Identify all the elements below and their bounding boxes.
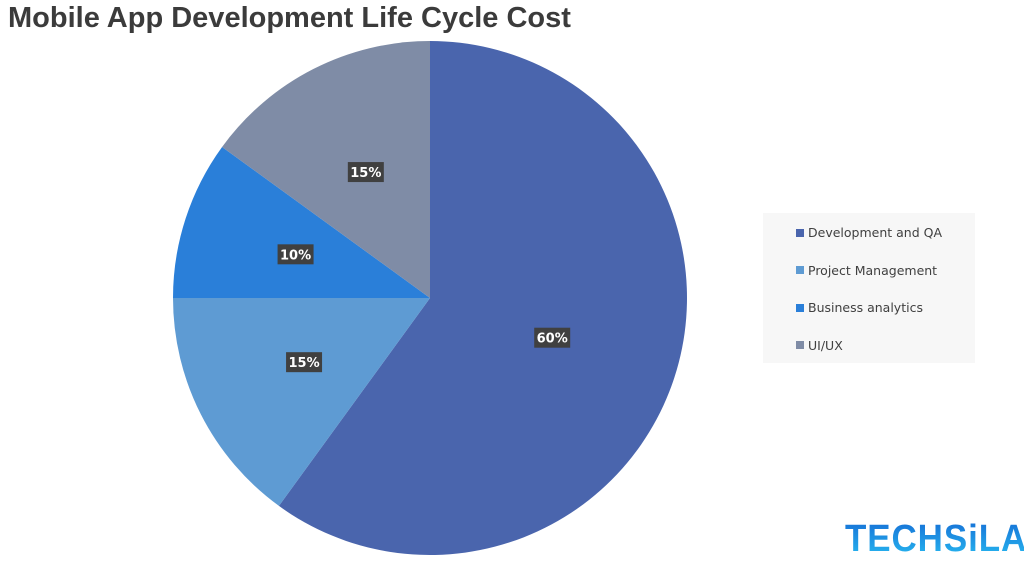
pie-slice-2	[173, 146, 430, 298]
data-label-text: 15%	[350, 166, 381, 181]
data-label-text: 60%	[537, 332, 568, 347]
data-label: 10%	[277, 244, 314, 265]
pie-slice-1	[173, 298, 430, 506]
legend-item: Development and QA	[796, 225, 942, 240]
legend: Development and QA Project Management Busi…	[763, 213, 975, 363]
legend-swatch	[796, 303, 804, 312]
legend-label: UI/UX	[808, 337, 843, 353]
data-label-text: 15%	[288, 356, 319, 371]
legend-swatch	[796, 228, 804, 237]
legend-label: Development and QA	[808, 225, 943, 240]
pie-slice-3	[222, 41, 430, 298]
legend-item: Business analytics	[796, 300, 923, 315]
legend-label: Project Management	[808, 262, 938, 278]
legend-swatch	[796, 266, 804, 274]
legend-label: Business analytics	[808, 300, 923, 315]
pie-slice-0	[278, 41, 687, 555]
legend-item: Project Management	[796, 263, 937, 278]
data-label: 15%	[286, 352, 323, 373]
data-label-text: 10%	[280, 248, 311, 263]
legend-item: UI/UX	[796, 338, 843, 353]
data-label: 15%	[347, 162, 384, 183]
techsila-logo: TECHSiLA	[845, 520, 1024, 558]
chart-title: Mobile App Development Life Cycle Cost	[8, 2, 571, 34]
legend-swatch	[796, 341, 804, 349]
data-label: 60%	[534, 327, 571, 348]
